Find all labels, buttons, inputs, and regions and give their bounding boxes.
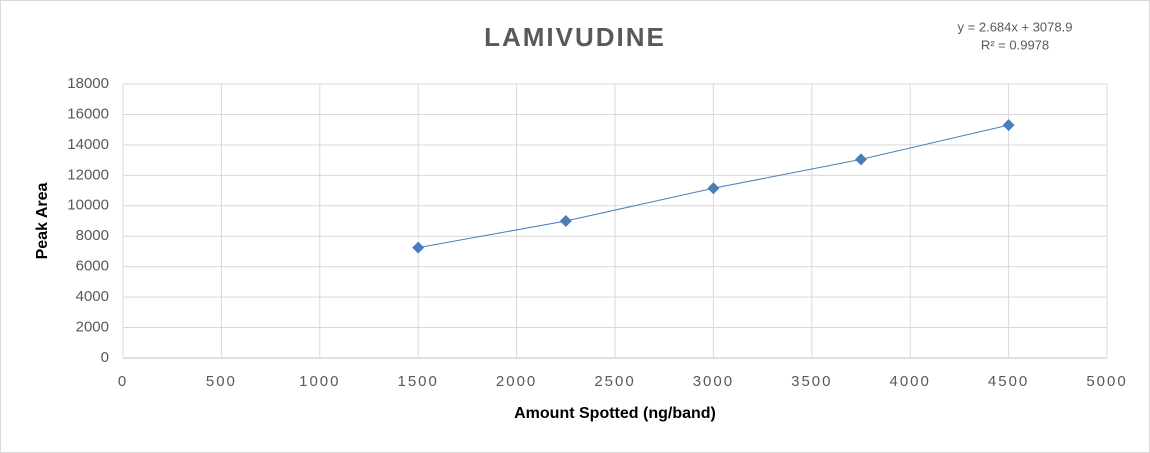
x-tick-label: 5000 — [1086, 373, 1127, 390]
y-axis-label: Peak Area — [34, 183, 51, 260]
r-squared: R² = 0.9978 — [981, 37, 1049, 52]
x-tick-label: 2000 — [496, 373, 537, 390]
data-point — [559, 215, 572, 227]
y-tick-label: 14000 — [67, 136, 109, 153]
y-tick-label: 0 — [101, 349, 109, 366]
x-tick-label: 4000 — [890, 373, 931, 390]
x-axis-label: Amount Spotted (ng/band) — [514, 405, 716, 422]
x-tick-label: 1000 — [299, 373, 340, 390]
x-tick-label: 1500 — [398, 373, 439, 390]
y-tick-label: 6000 — [76, 258, 109, 275]
x-tick-label: 2500 — [594, 373, 635, 390]
data-point — [1002, 119, 1015, 132]
equation: y = 2.684x + 3078.9 — [958, 19, 1073, 34]
x-tick-label: 500 — [206, 373, 237, 390]
y-tick-label: 10000 — [67, 197, 109, 214]
x-tick-label: 3500 — [791, 373, 832, 390]
y-tick-label: 18000 — [67, 75, 109, 92]
x-tick-label: 3000 — [693, 373, 734, 390]
data-point — [855, 153, 867, 166]
x-tick-label: 4500 — [988, 373, 1029, 390]
y-tick-label: 8000 — [76, 227, 109, 244]
data-point — [707, 182, 720, 195]
y-tick-label: 12000 — [67, 166, 109, 183]
y-tick-label: 4000 — [76, 288, 109, 305]
x-tick-label: 0 — [118, 373, 128, 390]
y-tick-label: 2000 — [76, 319, 109, 336]
y-tick-label: 16000 — [67, 105, 109, 122]
chart-title: LAMIVUDINE — [484, 22, 666, 52]
data-point — [412, 241, 425, 254]
